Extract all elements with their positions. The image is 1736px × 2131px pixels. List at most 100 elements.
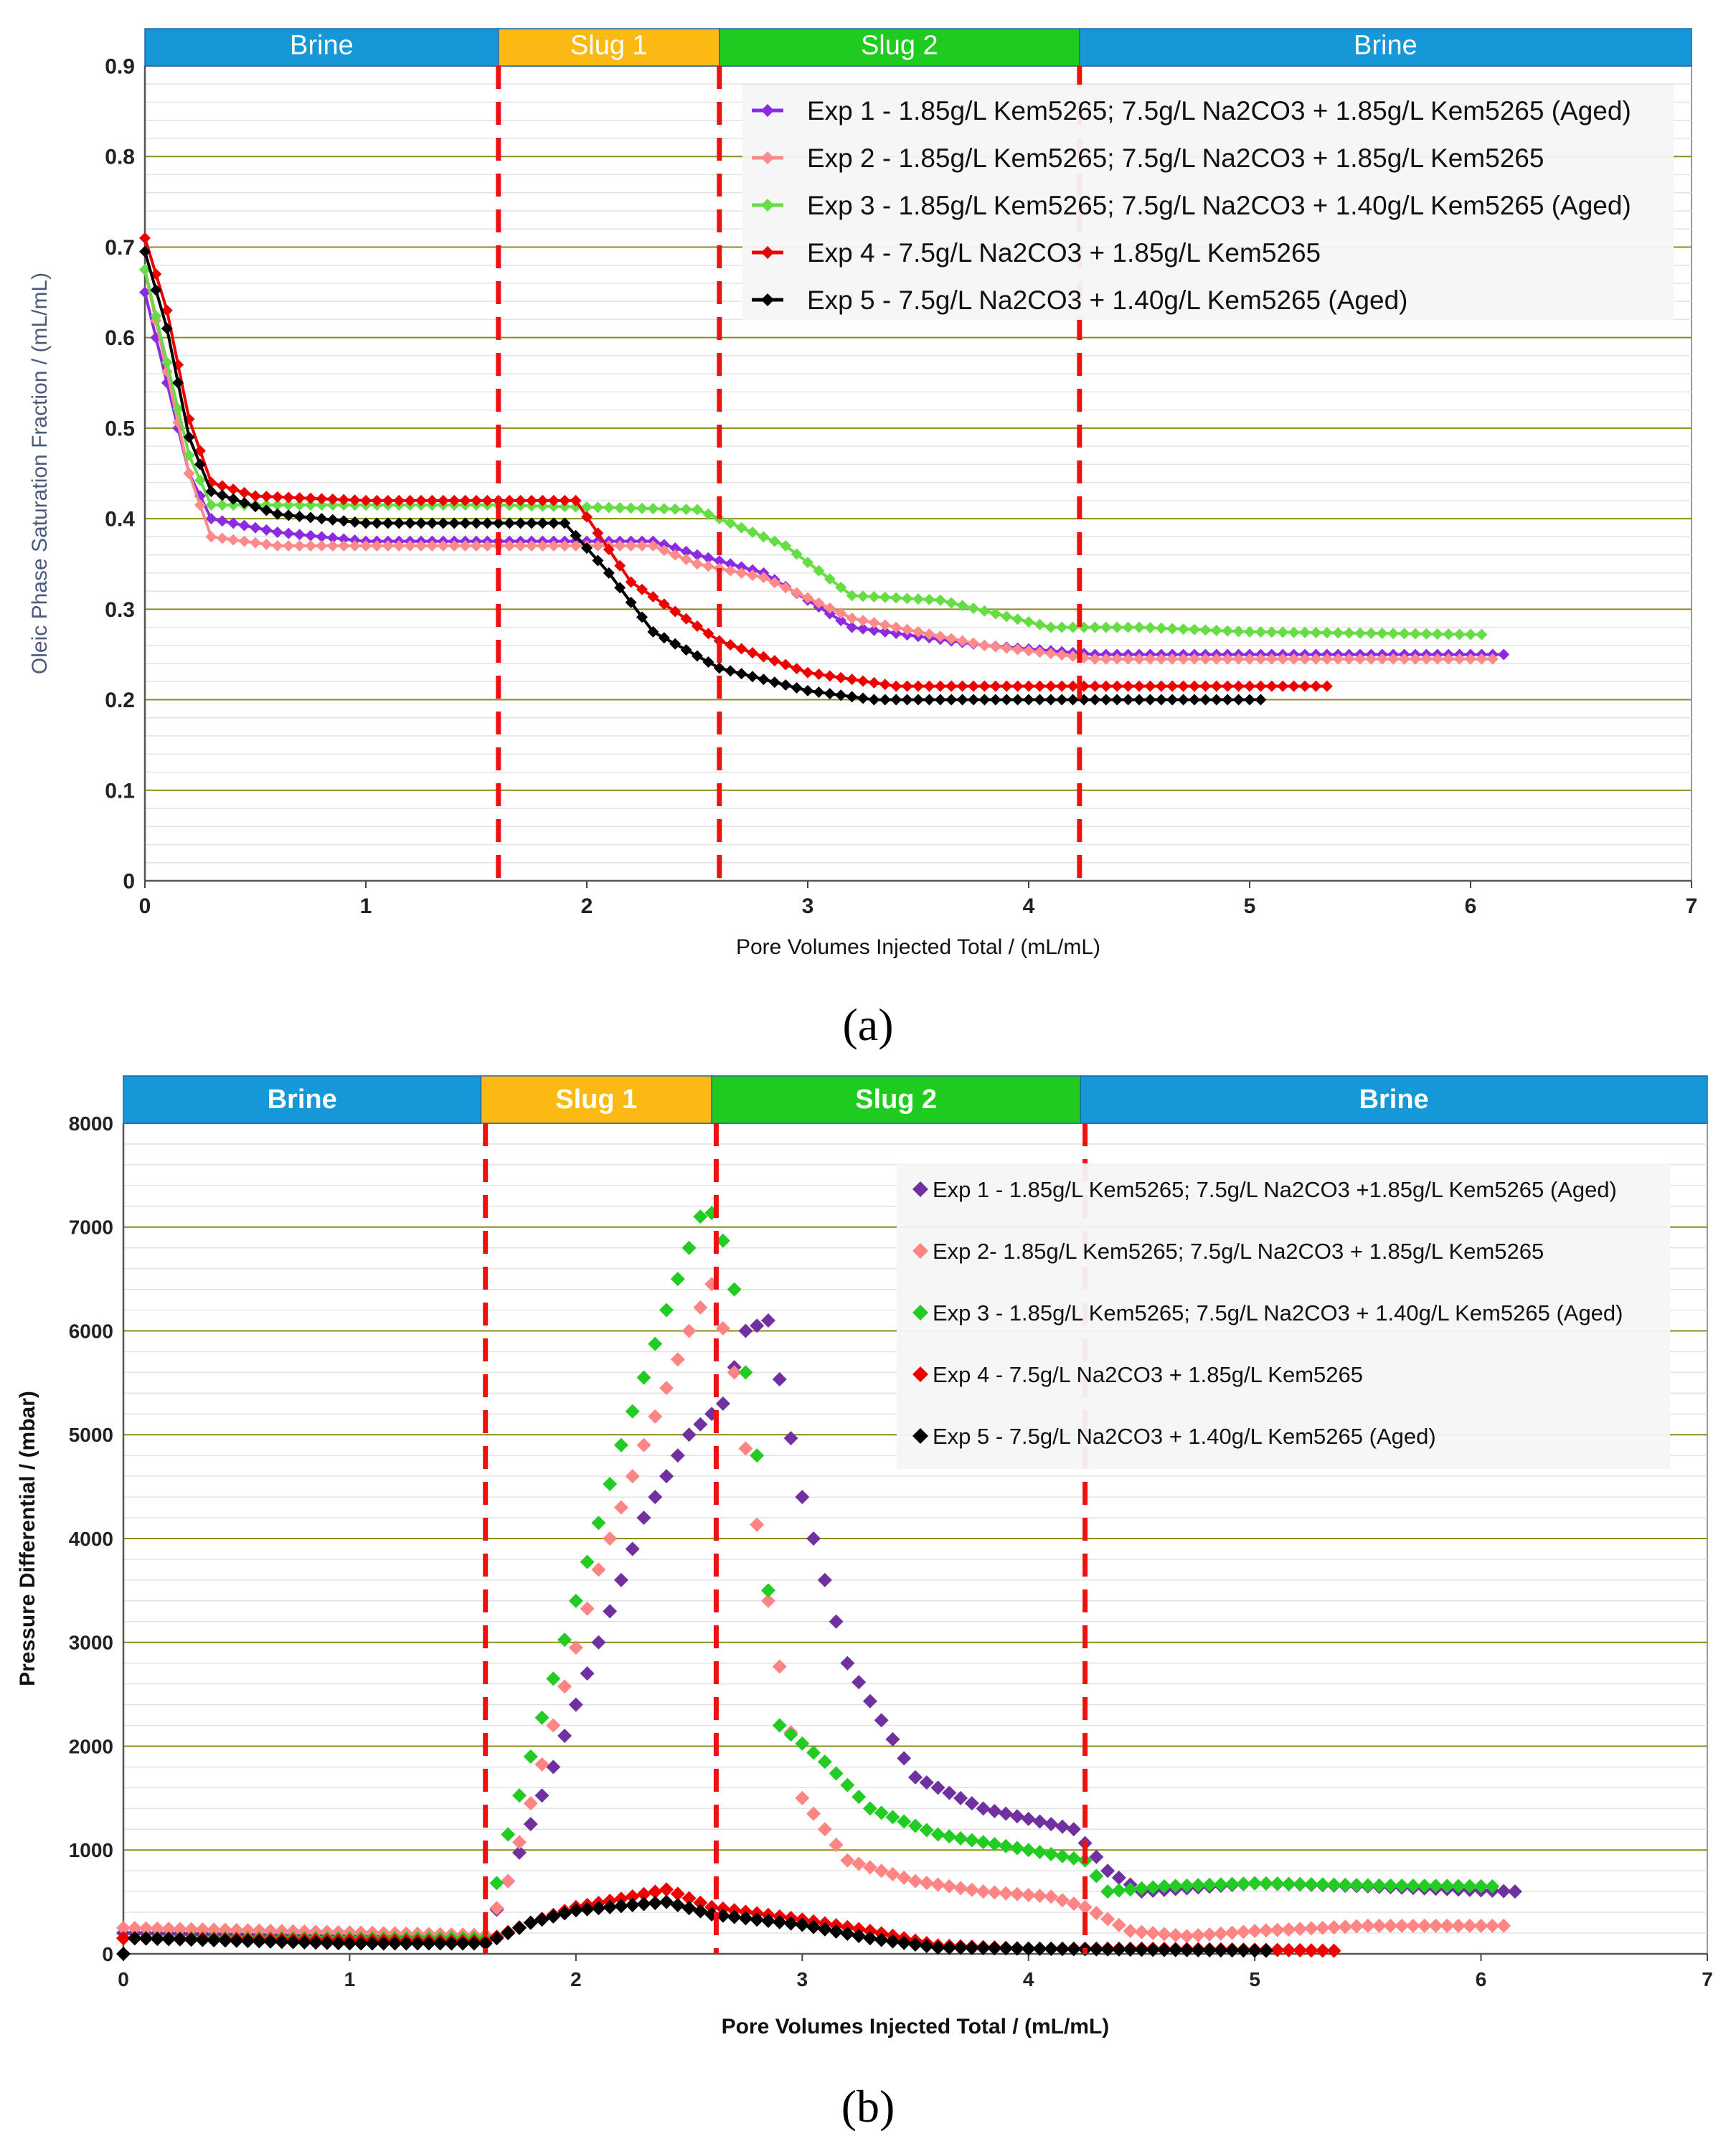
data-point [908,1818,923,1833]
data-point [824,573,836,585]
data-point [1123,1942,1138,1957]
data-point [1144,694,1156,706]
data-point [504,517,516,529]
data-point [1383,1878,1398,1893]
data-point [172,417,184,428]
data-point [437,517,449,529]
data-point [271,539,283,552]
data-point [238,535,250,547]
data-point [747,647,758,659]
data-point [1111,1942,1126,1957]
y-tick-label: 8000 [69,1112,113,1135]
data-point [901,680,913,692]
data-point [1210,624,1222,636]
data-point [835,607,847,619]
data-point [919,1876,934,1891]
data-point [426,494,438,506]
data-point [1155,653,1167,665]
data-point [824,688,836,700]
data-point [1100,653,1112,665]
data-point [680,553,692,565]
data-point [670,1897,685,1912]
data-point [371,517,383,529]
data-point [835,615,847,627]
data-point [207,1932,222,1947]
data-point [1021,1843,1036,1858]
data-point [1277,680,1289,692]
data-point [316,539,328,552]
data-point [1133,621,1145,633]
data-point [659,1894,674,1909]
data-point [681,1427,697,1442]
data-point [659,1882,674,1897]
data-point [868,694,880,706]
data-point [1177,623,1189,635]
data-point [669,605,681,618]
data-point [1210,653,1222,665]
data-point [1486,653,1499,665]
data-point [1179,1942,1194,1957]
data-point [1395,1918,1410,1933]
data-point [568,1697,583,1712]
data-point [1310,680,1322,692]
data-point [772,1372,787,1387]
data-point [1265,653,1278,665]
series [116,1894,1273,1961]
data-point [890,627,902,639]
data-point [923,628,935,641]
data-point [293,539,306,552]
data-point [1191,1878,1206,1893]
data-point [1354,627,1366,639]
data-point [568,1903,583,1918]
data-point [216,480,228,492]
data-point [636,1511,651,1526]
data-point [1021,1811,1036,1826]
data-point [393,539,405,552]
data-point [537,539,549,552]
data-point [1021,1887,1036,1902]
data-point [613,1891,628,1906]
data-point [1236,1943,1251,1958]
data-point [512,1920,527,1935]
data-point [923,593,935,605]
data-point [1405,1878,1420,1893]
data-point [735,668,747,680]
data-point [813,564,825,577]
data-point [817,1754,832,1769]
data-point [735,521,747,534]
data-point [987,1803,1002,1818]
data-point [523,1915,538,1930]
data-point [1225,1943,1240,1958]
phase-label: Brine [1359,1085,1429,1115]
data-point [934,680,946,692]
data-point [747,570,758,581]
data-point [625,576,637,588]
data-point [1360,1918,1375,1933]
data-point [681,1323,697,1338]
data-point [274,1934,289,1950]
data-point [1199,680,1212,692]
data-point [1270,1922,1285,1937]
data-point [1222,680,1234,692]
legend-label: Exp 2 - 1.85g/L Kem5265; 7.5g/L Na2CO3 +… [807,143,1544,173]
data-point [648,1896,663,1911]
data-point [546,1718,561,1733]
data-point [702,628,714,640]
data-point [172,403,184,415]
data-point [127,1921,142,1936]
data-point [1009,1941,1024,1956]
data-point [1144,653,1156,665]
data-point [338,539,350,552]
data-point [568,1593,583,1608]
data-point [1133,694,1145,706]
data-point [1032,1814,1047,1829]
data-point [713,555,725,567]
data-point [727,1282,742,1297]
data-point [1244,653,1255,665]
data-point [1244,694,1255,706]
data-point [1321,680,1333,692]
data-point [1420,653,1433,665]
data-point [570,529,582,542]
x-tick-label: 0 [139,894,151,918]
data-point [316,493,328,505]
